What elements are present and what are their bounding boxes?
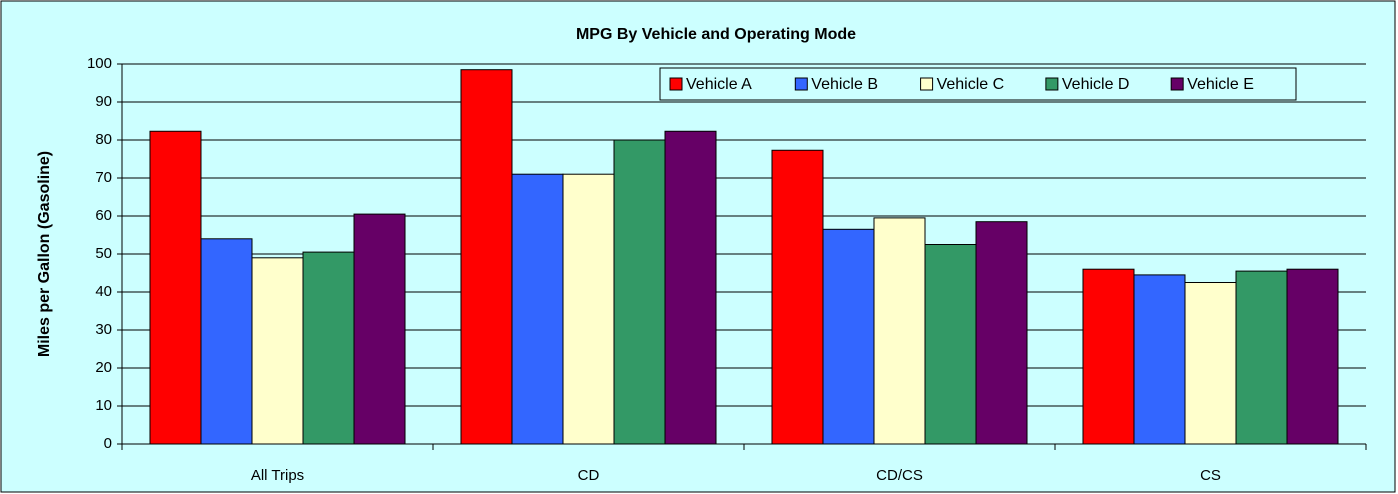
bar — [302, 251, 355, 445]
bar — [511, 173, 564, 445]
bar — [460, 69, 513, 445]
legend-swatch — [669, 77, 683, 91]
legend-swatch — [794, 77, 808, 91]
bar — [771, 149, 824, 445]
y-tick-label: 90 — [95, 93, 112, 110]
x-tick-label: All Trips — [251, 467, 304, 484]
bar — [924, 244, 977, 445]
y-tick-label: 60 — [95, 207, 112, 224]
y-tick-label: 40 — [95, 283, 112, 300]
bar — [1235, 270, 1288, 445]
legend-box — [659, 67, 1297, 101]
bar — [353, 213, 406, 445]
bar — [822, 228, 875, 445]
legend-label: Vehicle D — [1062, 76, 1130, 93]
legend-label: Vehicle B — [811, 76, 878, 93]
y-tick-label: 0 — [104, 435, 112, 452]
x-tick-label: CD — [578, 467, 600, 484]
bar — [200, 238, 253, 445]
y-tick-label: 20 — [95, 359, 112, 376]
legend-swatch — [1170, 77, 1184, 91]
bar — [1133, 274, 1186, 445]
legend-label: Vehicle A — [686, 76, 752, 93]
bar — [562, 173, 615, 445]
legend-label: Vehicle C — [937, 76, 1005, 93]
bar — [664, 130, 717, 445]
y-tick-label: 80 — [95, 131, 112, 148]
y-tick-label: 50 — [95, 245, 112, 262]
y-tick-label: 70 — [95, 169, 112, 186]
bar — [873, 217, 926, 445]
y-tick-label: 100 — [87, 55, 112, 72]
legend-swatch — [920, 77, 934, 91]
y-axis-label: Miles per Gallon (Gasoline) — [36, 151, 53, 357]
bar — [975, 221, 1028, 445]
bar — [1286, 268, 1339, 445]
chart-title: MPG By Vehicle and Operating Mode — [576, 26, 856, 43]
legend-swatch — [1045, 77, 1059, 91]
bar — [251, 257, 304, 445]
bar — [1184, 282, 1237, 445]
legend-label: Vehicle E — [1187, 76, 1254, 93]
y-tick-label: 30 — [95, 321, 112, 338]
bar — [149, 130, 202, 445]
bar — [613, 139, 666, 445]
x-tick-label: CS — [1200, 467, 1221, 484]
x-tick-label: CD/CS — [876, 467, 923, 484]
bar — [1082, 268, 1135, 445]
y-tick-label: 10 — [95, 397, 112, 414]
